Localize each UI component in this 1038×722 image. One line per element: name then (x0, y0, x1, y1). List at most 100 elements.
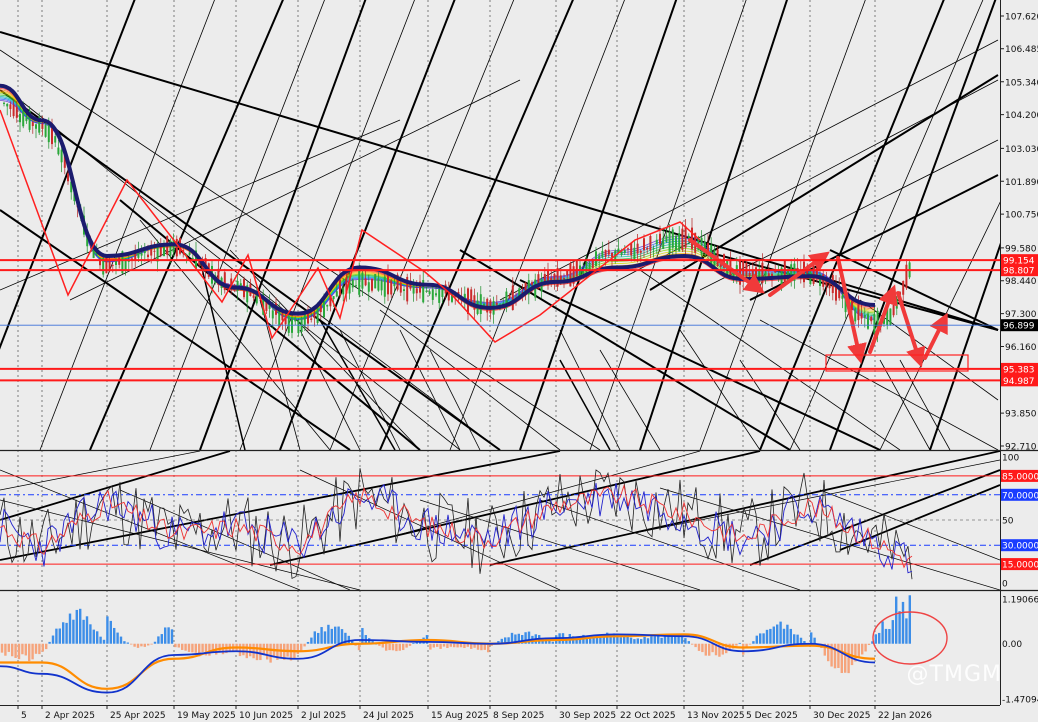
macd-histogram-bar (198, 643, 201, 657)
candle-body (681, 228, 684, 250)
macd-histogram-bar (55, 628, 58, 644)
macd-histogram-bar (208, 643, 211, 656)
trend-line (559, 359, 611, 450)
macd-histogram-bar (96, 631, 99, 644)
trend-line (459, 249, 791, 450)
candle-body (828, 284, 831, 289)
macd-histogram-bar (21, 643, 24, 655)
macd-histogram-bar (340, 629, 344, 644)
trend-line (879, 359, 931, 450)
macd-histogram-bar (755, 635, 758, 644)
y-tick-label: 97.300 (1005, 310, 1037, 320)
candle-body (671, 229, 674, 248)
candle-body (281, 313, 284, 321)
macd-histogram-bar (633, 639, 636, 644)
macd-histogram-bar (680, 636, 684, 644)
macd-histogram-bar (11, 643, 14, 657)
candle-body (707, 243, 709, 254)
candle-body (623, 250, 626, 254)
candle-body (271, 310, 274, 319)
y-tick-label: 96.160 (1005, 343, 1037, 353)
macd-histogram-bar (527, 631, 531, 644)
candle-body (732, 271, 735, 277)
trend-line (229, 249, 421, 450)
macd-histogram-bar (789, 628, 792, 644)
osc-tick-label: 50 (1002, 517, 1014, 527)
candle-body (335, 291, 338, 297)
candle-body (188, 252, 191, 255)
candle-body (22, 111, 25, 127)
x-tick-label: 30 Dec 2025 (813, 711, 871, 721)
projection-arrow (768, 251, 830, 297)
macd-histogram-bar (776, 624, 779, 644)
osc-level-tag (1001, 539, 1038, 552)
candle-body (67, 173, 69, 182)
trend-line (69, 79, 521, 301)
macd-histogram-bar (85, 616, 89, 644)
macd-histogram-bar (609, 636, 612, 644)
candle-body (483, 303, 485, 306)
osc-level-tag (1001, 469, 1038, 482)
macd-histogram-bar (0, 643, 4, 653)
candle-body (870, 316, 873, 322)
candle-body (15, 106, 18, 118)
macd-tick-label: 1.19066 (1002, 596, 1038, 606)
macd-histogram-bar (878, 632, 881, 644)
osc-level-label: 30.0000 (1002, 542, 1038, 552)
macd-histogram-bar (895, 596, 898, 644)
candle-body (783, 260, 786, 284)
candle-body (124, 258, 127, 270)
macd-histogram-bar (476, 643, 480, 650)
macd-histogram-bar (837, 643, 840, 668)
macd-histogram-bar (194, 643, 197, 653)
candle-body (505, 291, 508, 309)
macd-histogram-bar (266, 643, 269, 660)
macd-histogram-bar (453, 643, 456, 648)
macd-histogram-bar (429, 643, 432, 650)
macd-histogram-bar (381, 643, 384, 648)
candle-body (761, 262, 764, 284)
macd-histogram-bar (130, 643, 133, 645)
candle-body (342, 287, 345, 295)
macd-histogram-bar (395, 643, 398, 652)
candle-body (438, 289, 441, 303)
macd-histogram-bar (140, 643, 143, 647)
candle-body (876, 310, 879, 335)
macd-histogram-bar (796, 634, 799, 644)
macd-histogram-bar (75, 609, 78, 644)
trend-line (0, 451, 231, 521)
osc-tick-label: 0 (1002, 580, 1008, 590)
candle-body (223, 272, 226, 291)
macd-histogram-bar (616, 635, 619, 644)
x-tick-label: 22 Oct 2025 (620, 711, 676, 721)
oscillator-line (0, 468, 913, 580)
candle-body (294, 317, 297, 322)
macd-histogram-bar (31, 643, 34, 660)
candle-body (54, 136, 57, 143)
macd-histogram-bar (908, 595, 911, 644)
macd-histogram-bar (201, 643, 204, 652)
macd-histogram-bar (126, 642, 129, 644)
macd-histogram-bar (823, 643, 826, 656)
macd-histogram-bar (840, 643, 843, 674)
candle-body (895, 299, 898, 309)
macd-histogram-bar (378, 643, 381, 646)
price-tag (1001, 254, 1038, 267)
candle-body (412, 284, 415, 294)
macd-histogram-bar (412, 643, 415, 644)
macd-histogram-bar (432, 643, 435, 648)
macd-histogram-bar (833, 643, 837, 669)
candle-body (559, 275, 562, 284)
macd-tick-label: 0.00 (1002, 640, 1022, 650)
candle-body (643, 238, 645, 250)
macd-histogram-bar (439, 643, 442, 649)
candle-body (307, 309, 309, 324)
price-tag-label: 96.899 (1003, 322, 1035, 332)
candle-body (611, 253, 613, 258)
candle-body (537, 274, 540, 289)
macd-histogram-bar (762, 633, 765, 644)
macd-histogram-bar (388, 643, 391, 651)
macd-histogram-bar (636, 638, 639, 644)
candle-body (569, 263, 572, 287)
